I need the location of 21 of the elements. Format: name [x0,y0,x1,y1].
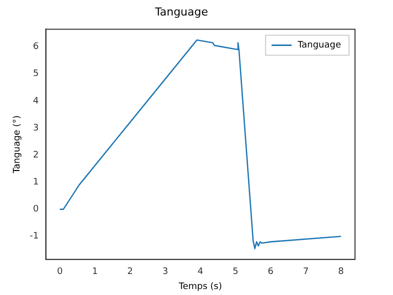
y-tick-label: 2 [33,150,39,160]
y-tick-label: 1 [33,178,39,188]
x-tick-label: 4 [198,267,204,278]
x-tick-label: 5 [232,267,238,278]
y-axis-title: Tanguage (°) [12,115,23,174]
x-tick-label: 6 [268,267,274,278]
x-tick-label: 8 [338,267,344,278]
y-tick-label: 4 [33,96,40,106]
y-tick-label: 5 [33,69,39,80]
y-tick-label: 6 [33,42,40,52]
x-tick-label: 7 [302,267,309,278]
x-tick-label: 1 [92,267,98,278]
x-tick-label: 2 [127,267,133,278]
chart-title: Tanguage [154,5,208,18]
x-tick-label: 0 [56,267,63,278]
y-tick-label: 3 [33,123,39,134]
y-tick-label: -1 [30,232,39,242]
legend-label: Tanguage [296,40,342,51]
x-tick-label: 3 [162,267,168,278]
x-axis-title: Temps (s) [178,282,222,292]
y-tick-label: 0 [33,204,40,215]
